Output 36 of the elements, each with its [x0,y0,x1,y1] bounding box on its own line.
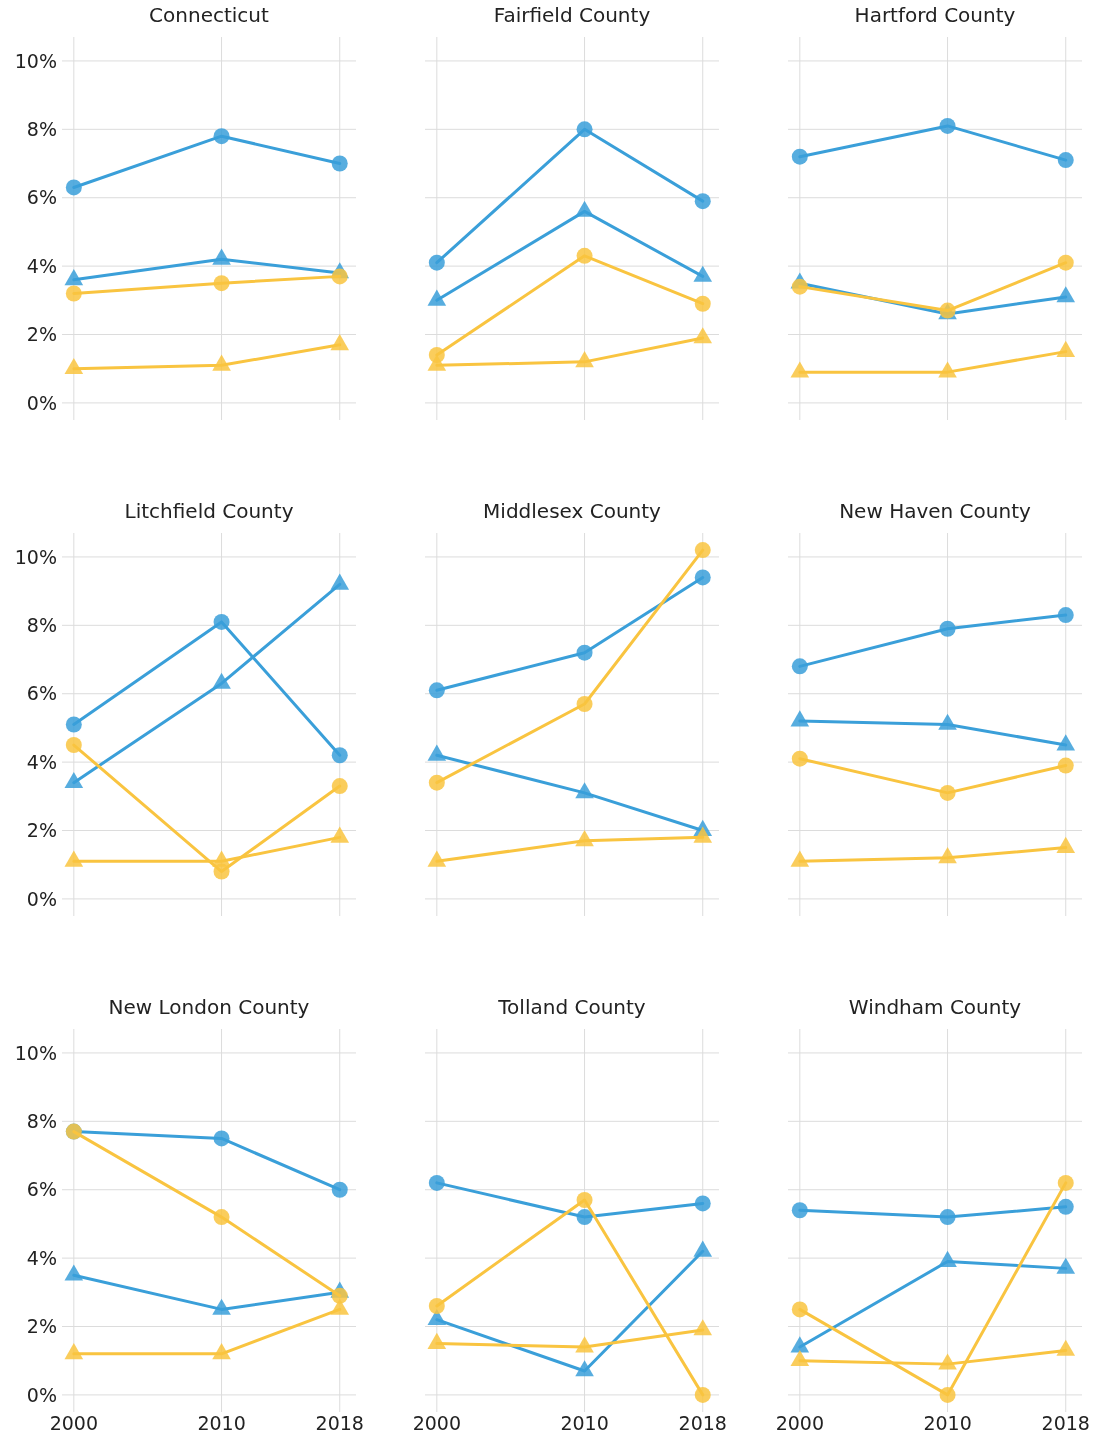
y-tick-label: 0% [26,1383,57,1406]
chart-title: New London County [108,995,310,1019]
x-tick-label: 2018 [315,1412,364,1434]
y-tick-label: 6% [26,1178,57,1201]
y-tick-label: 8% [26,613,57,636]
y-tick-label: 4% [26,254,57,277]
y-tick-label: 6% [26,186,57,209]
chart-title: Connecticut [149,3,270,27]
x-tick-label: 2010 [560,1412,609,1434]
y-tick-label: 4% [26,1246,57,1269]
y-tick-label: 8% [26,117,57,140]
y-tick-label: 10% [14,1041,57,1064]
chart-title: Hartford County [854,3,1016,27]
y-tick-label: 2% [26,819,57,842]
y-tick-label: 6% [26,682,57,705]
y-tick-label: 2% [26,323,57,346]
y-tick-label: 10% [14,545,57,568]
x-tick-label: 2000 [775,1412,824,1434]
x-tick-label: 2010 [197,1412,246,1434]
x-tick-label: 2018 [1041,1412,1090,1434]
y-tick-label: 4% [26,750,57,773]
chart-title: Windham County [848,995,1022,1019]
y-tick-label: 0% [26,887,57,910]
chart-title: Litchfield County [124,499,294,523]
x-tick-label: 2000 [49,1412,98,1434]
x-tick-label: 2010 [923,1412,972,1434]
chart-title: Middlesex County [483,499,662,523]
chart-title: Fairfield County [493,3,651,27]
y-tick-label: 10% [14,49,57,72]
y-tick-label: 8% [26,1109,57,1132]
chart-title: New Haven County [839,499,1031,523]
y-tick-label: 0% [26,391,57,414]
chart-title: Tolland County [497,995,646,1019]
x-tick-label: 2000 [412,1412,461,1434]
x-tick-label: 2018 [678,1412,727,1434]
y-tick-label: 2% [26,1315,57,1338]
